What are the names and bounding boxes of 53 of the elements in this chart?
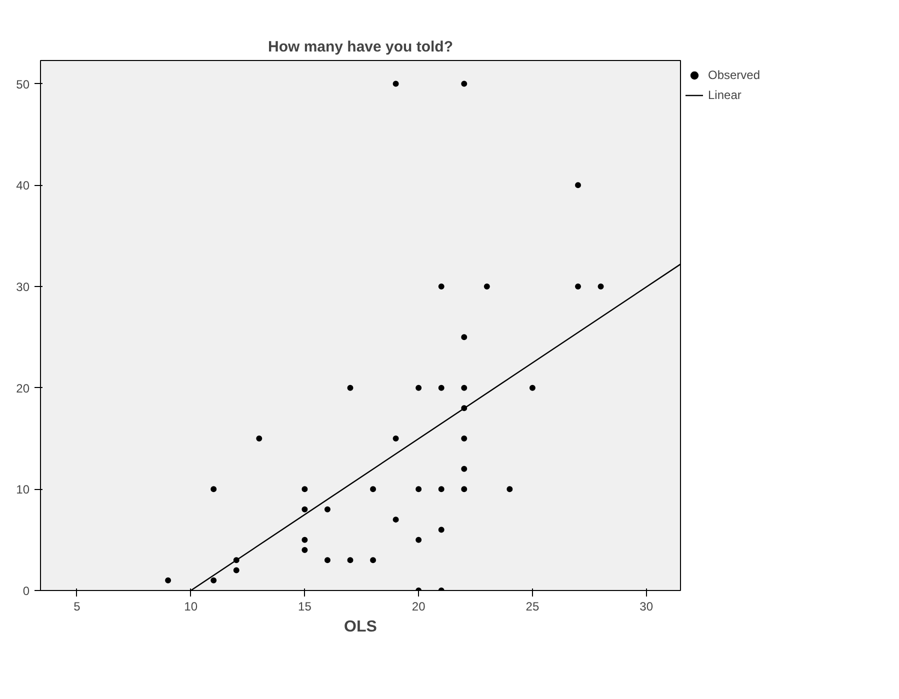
point [461,435,468,442]
y-tick-label: 10 [16,482,30,497]
point [484,283,490,290]
point [461,334,468,340]
point [233,567,240,574]
point [347,384,354,391]
point [324,557,330,564]
x-tick-label: 10 [184,600,198,614]
point [370,486,376,492]
point [461,384,468,391]
point [461,466,468,472]
point [302,546,308,553]
point [438,283,444,290]
point [529,384,536,391]
point [438,486,444,492]
point [392,435,399,442]
point [416,536,422,543]
x-tick-label: 15 [298,600,312,614]
point [575,182,582,188]
point [461,80,468,87]
y-tick-label: 50 [16,77,30,92]
y-tick-label: 0 [22,584,30,598]
point [506,486,513,492]
point [392,80,399,87]
point [210,486,217,492]
point [256,435,262,442]
legend-label: Observed [708,68,760,82]
point [416,486,422,492]
x-tick-label: 30 [640,600,654,614]
point [370,557,376,564]
point [302,506,308,512]
point [392,516,399,523]
point [598,283,604,290]
point [438,526,444,533]
point [347,557,354,564]
point [324,506,330,512]
chart-title: How many have you told? [268,38,454,56]
x-axis-title: OLS [344,618,378,636]
point [210,577,217,584]
y-tick-label: 20 [16,381,30,396]
y-tick-label: 40 [16,178,30,193]
point [438,384,444,391]
point [302,486,308,492]
point [165,577,172,584]
x-tick-label: 25 [526,600,540,614]
x-tick-label: 20 [412,600,426,614]
legend-label: Linear [708,88,742,102]
point [575,283,582,290]
point [302,536,308,543]
y-tick-label: 30 [16,280,30,294]
point [461,486,468,492]
point [416,384,422,391]
x-tick-label: 5 [74,600,81,614]
